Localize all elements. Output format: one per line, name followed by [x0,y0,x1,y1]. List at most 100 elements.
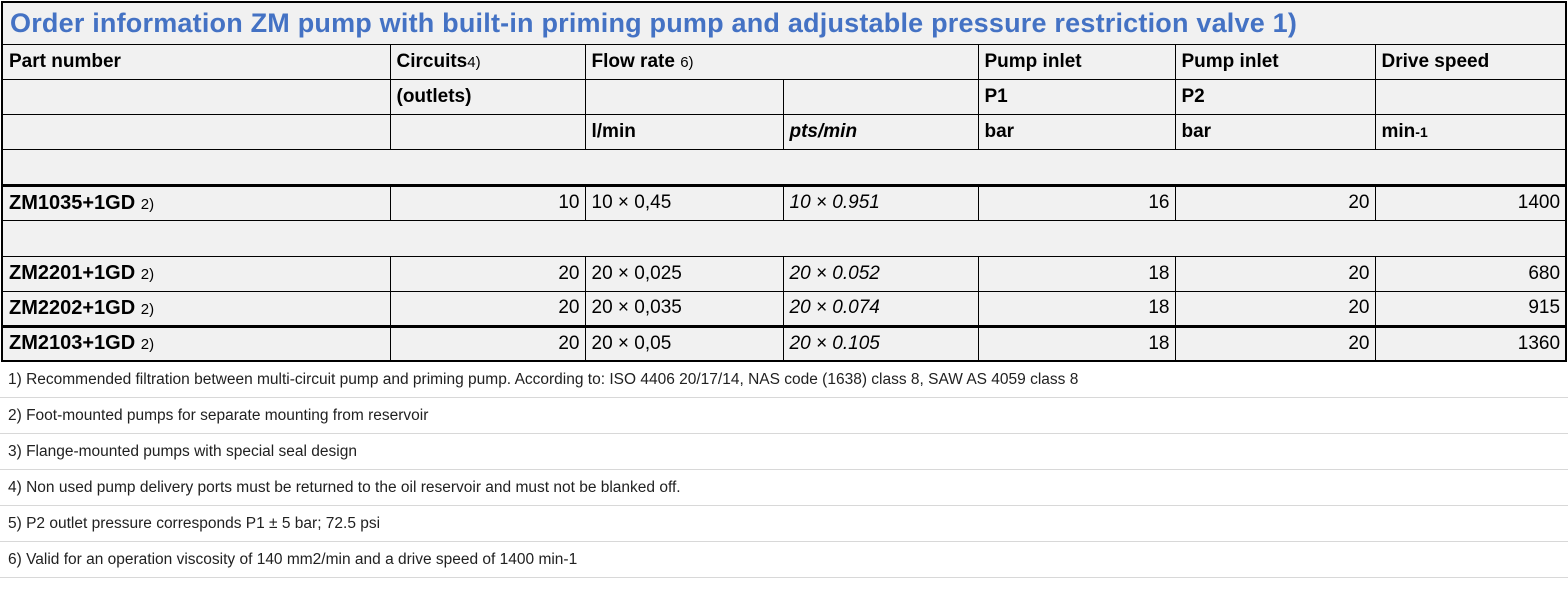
drive-speed-value: 1400 [1517,192,1561,213]
header-p1: P1 [977,78,1176,115]
table-row: ZM2201+1GD 2) 20 20 × 0,025 20 × 0.052 1… [1,255,1567,292]
header-empty-cell [782,78,979,115]
p2-cell: 20 [1174,255,1376,292]
spacer-row-1 [0,148,1568,187]
title-row: Order information ZM pump with built-in … [1,1,1567,45]
p1-value: 18 [1148,332,1170,354]
unit-bar-p2: bar [1174,113,1376,150]
flow-lmin-cell: 20 × 0,035 [584,290,784,328]
p2-value: 20 [1348,192,1370,213]
header-empty-cell [1,78,391,115]
circuits-cell: 10 [389,184,586,221]
flow-lmin-cell: 20 × 0,025 [584,255,784,292]
drive-speed-value: 1360 [1517,332,1561,354]
part-number-cell: ZM1035+1GD 2) [1,184,391,221]
header-drive-speed-label: Drive speed [1381,50,1490,72]
unit-lmin-label: l/min [591,120,636,142]
unit-min-inverse: min-1 [1374,113,1567,150]
p1-value: 18 [1148,297,1170,318]
header-circuits-label: Circuits [396,50,468,72]
part-number: ZM1035+1GD [9,191,136,214]
footnote-6: 6) Valid for an operation viscosity of 1… [0,542,1568,578]
flow-lmin-value: 20 × 0,05 [591,332,672,354]
flow-pts-cell: 20 × 0.105 [782,325,979,362]
spacer-cell [0,219,1568,257]
table-row: ZM2202+1GD 2) 20 20 × 0,035 20 × 0.074 1… [1,290,1567,328]
p1-cell: 18 [977,325,1176,362]
part-number-note: 2) [140,266,155,283]
part-number-cell: ZM2201+1GD 2) [1,255,391,292]
unit-ptsmin-label: pts/min [789,120,858,142]
header-flow-rate: Flow rate 6) [584,43,979,80]
p1-cell: 18 [977,290,1176,328]
part-number-cell: ZM2202+1GD 2) [1,290,391,328]
drive-speed-value: 680 [1528,262,1561,284]
drive-speed-cell: 915 [1374,290,1567,328]
drive-speed-value: 915 [1528,297,1561,318]
part-number-note: 2) [140,300,155,318]
footnote-1: 1) Recommended filtration between multi-… [0,362,1568,398]
table-row: ZM1035+1GD 2) 10 10 × 0,45 10 × 0.951 16… [1,184,1567,221]
flow-lmin-value: 20 × 0,025 [591,262,682,284]
header-outlets: (outlets) [389,78,586,115]
p1-value: 18 [1148,262,1170,284]
unit-empty-cell [1,113,391,150]
circuits-value: 20 [558,332,580,354]
header-flow-rate-label: Flow rate [591,50,675,72]
footnote-4: 4) Non used pump delivery ports must be … [0,470,1568,506]
circuits-value: 20 [558,262,580,284]
part-number-note: 2) [140,336,155,354]
header-row-1: Part number Circuits4) Flow rate 6) Pump… [1,43,1567,80]
header-drive-speed: Drive speed [1374,43,1567,80]
order-information-table: Order information ZM pump with built-in … [0,1,1568,362]
header-pump-inlet-2-label: Pump inlet [1181,50,1279,72]
p1-cell: 16 [977,184,1176,221]
footnotes-section: 1) Recommended filtration between multi-… [0,362,1568,578]
header-circuits: Circuits4) [389,43,586,80]
p2-cell: 20 [1174,325,1376,362]
circuits-cell: 20 [389,325,586,362]
part-number: ZM2103+1GD [9,332,136,355]
header-part-number: Part number [1,43,391,80]
footnote-5: 5) P2 outlet pressure corresponds P1 ± 5… [0,506,1568,542]
part-number: ZM2201+1GD [9,262,136,284]
p1-cell: 18 [977,255,1176,292]
header-p2: P2 [1174,78,1376,115]
header-p2-label: P2 [1181,85,1205,107]
flow-lmin-cell: 20 × 0,05 [584,325,784,362]
header-part-number-label: Part number [9,50,121,72]
flow-pts-cell: 20 × 0.074 [782,290,979,328]
spacer-cell [0,148,1568,187]
header-row-2: (outlets) P1 P2 [1,78,1567,115]
p2-value: 20 [1348,332,1370,354]
flow-lmin-value: 10 × 0,45 [591,192,672,213]
p1-value: 16 [1148,192,1170,213]
drive-speed-cell: 1360 [1374,325,1567,362]
flow-pts-value: 20 × 0.105 [789,332,880,354]
circuits-value: 20 [558,297,580,318]
unit-bar-p1-label: bar [984,120,1015,142]
p2-cell: 20 [1174,290,1376,328]
unit-bar-p2-label: bar [1181,120,1212,142]
p2-cell: 20 [1174,184,1376,221]
table-row: ZM2103+1GD 2) 20 20 × 0,05 20 × 0.105 18… [1,325,1567,362]
flow-pts-value: 20 × 0.074 [789,297,880,318]
unit-bar-p1: bar [977,113,1176,150]
header-pump-inlet-1: Pump inlet [977,43,1176,80]
circuits-cell: 20 [389,255,586,292]
footnote-2: 2) Foot-mounted pumps for separate mount… [0,398,1568,434]
page-title: Order information ZM pump with built-in … [1,1,1567,45]
p2-value: 20 [1348,262,1370,284]
header-empty-cell [584,78,784,115]
part-number: ZM2202+1GD [9,296,136,319]
part-number-note: 2) [140,195,155,213]
flow-lmin-cell: 10 × 0,45 [584,184,784,221]
header-flow-rate-note: 6) [680,53,694,71]
drive-speed-cell: 1400 [1374,184,1567,221]
flow-pts-cell: 10 × 0.951 [782,184,979,221]
unit-min-exponent: -1 [1415,123,1428,140]
circuits-cell: 20 [389,290,586,328]
flow-pts-value: 20 × 0.052 [789,262,880,284]
header-p1-label: P1 [984,85,1008,107]
